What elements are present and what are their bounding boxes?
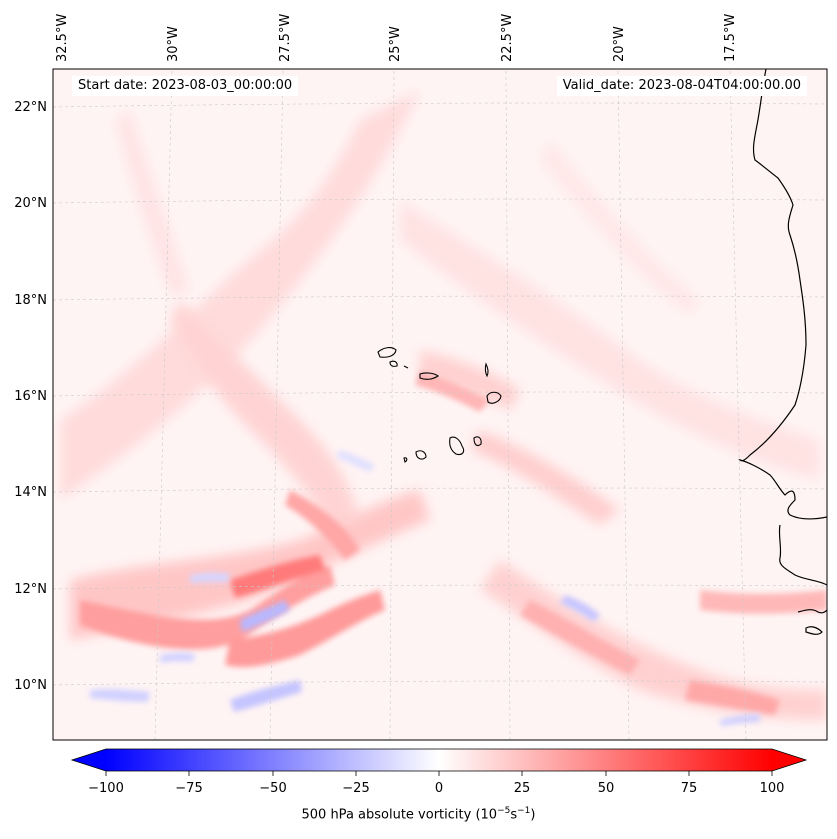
lon-label: 20°W (612, 26, 627, 62)
colorbar-tick-label: −25 (342, 781, 369, 796)
vorticity-field (53, 69, 827, 740)
colorbar-label-exp2: −1 (517, 806, 531, 816)
coastline (738, 69, 827, 635)
colorbar-label-exp1: −5 (497, 806, 511, 816)
colorbar-tick-label: −50 (259, 781, 286, 796)
colorbar-label: 500 hPa absolute vorticity (10−5s−1) (0, 806, 837, 822)
colorbar: −100 −75 −50 −25 0 25 50 75 100 (70, 748, 808, 796)
lat-label: 14°N (14, 485, 47, 500)
lat-label: 20°N (14, 196, 47, 211)
colorbar-ticks (105, 771, 773, 776)
lon-label: 17.5°W (723, 14, 738, 62)
colorbar-body (106, 749, 772, 771)
colorbar-tick-label: −100 (88, 781, 124, 796)
colorbar-tick-label: 75 (681, 781, 698, 796)
colorbar-label-end: ) (530, 807, 536, 823)
cape-verde-islands (377, 347, 502, 463)
lat-label: 12°N (14, 582, 47, 597)
colorbar-label-text: 500 hPa absolute vorticity (10 (301, 807, 498, 823)
lon-label: 27.5°W (278, 14, 293, 62)
lat-label: 22°N (14, 100, 47, 115)
gridlines (53, 70, 827, 740)
colorbar-tick-label: 100 (760, 781, 785, 796)
lat-label: 16°N (14, 389, 47, 404)
colorbar-label-mid: s (510, 807, 518, 823)
map-frame (52, 68, 828, 741)
lon-label: 22.5°W (500, 14, 515, 62)
valid-date-label: Valid_date: 2023-08-04T04:00:00.00 (556, 76, 807, 96)
lon-label: 30°W (166, 26, 181, 62)
colorbar-tick-label: 25 (514, 781, 531, 796)
colorbar-tick-label: −75 (175, 781, 202, 796)
latitude-labels: 22°N 20°N 18°N 16°N 14°N 12°N 10°N (14, 100, 47, 693)
start-date-label: Start date: 2023-08-03_00:00:00 (72, 76, 299, 96)
colorbar-tick-label: 50 (598, 781, 615, 796)
lat-label: 18°N (14, 293, 47, 308)
longitude-labels: 32.5°W 30°W 27.5°W 25°W 22.5°W 20°W 17.5… (55, 14, 738, 62)
colorbar-right-arrow (772, 749, 806, 771)
colorbar-left-arrow (72, 749, 106, 771)
lon-label: 25°W (388, 26, 403, 62)
colorbar-tick-label: 0 (435, 781, 443, 796)
lon-label: 32.5°W (55, 14, 70, 62)
lat-label: 10°N (14, 678, 47, 693)
